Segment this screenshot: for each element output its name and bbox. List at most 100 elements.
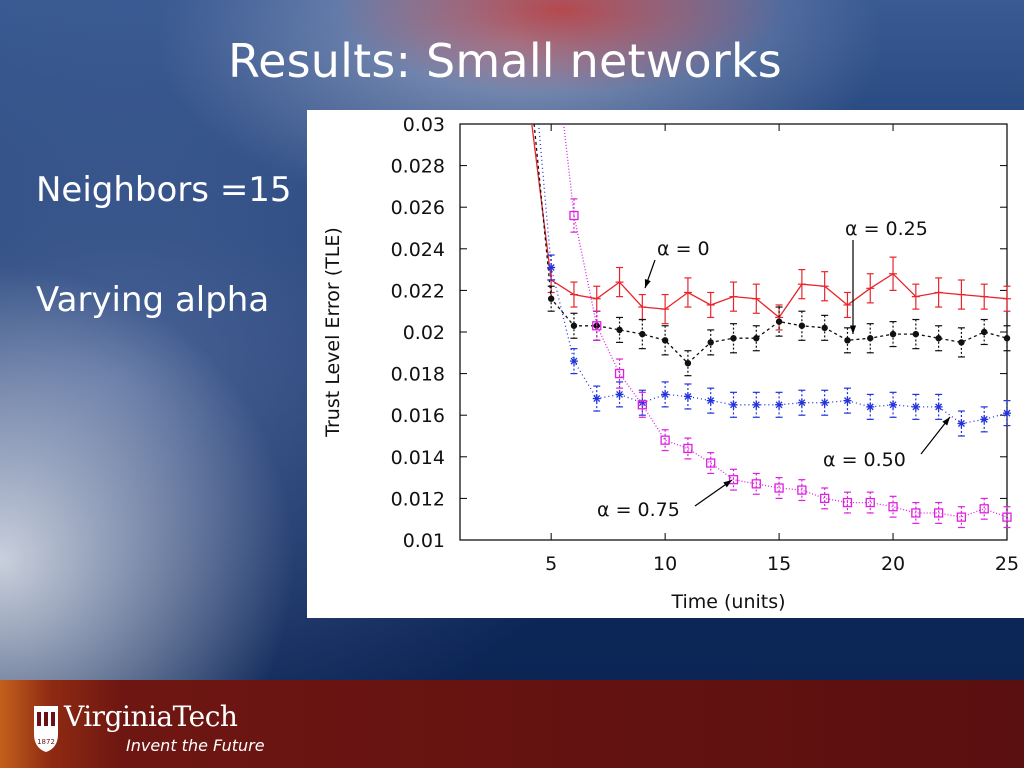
university-seal-icon: 1872 — [34, 706, 58, 752]
bullet-varying-alpha: Varying alpha — [36, 280, 270, 320]
data-point-alpha-025 — [958, 339, 965, 346]
data-point-alpha-075 — [865, 497, 875, 508]
y-tick-label: 0.012 — [391, 488, 445, 510]
data-point-alpha-050 — [934, 402, 943, 411]
data-point-alpha-075 — [1002, 512, 1012, 522]
series-line-2 — [537, 124, 1007, 425]
data-point-alpha-075 — [637, 400, 647, 410]
y-tick-label: 0.018 — [391, 364, 445, 386]
data-point-alpha-050 — [911, 402, 920, 411]
annotation-alpha-025: α = 0.25 — [845, 218, 928, 240]
brand-tagline: Invent the Future — [126, 736, 265, 755]
slide-title: Results: Small networks — [228, 34, 782, 88]
annotation-alpha-0: α = 0 — [657, 238, 710, 260]
series-line-3 — [563, 124, 1007, 518]
data-point-alpha-025 — [707, 339, 714, 346]
data-point-alpha-025 — [889, 330, 897, 338]
data-point-alpha-025 — [912, 330, 920, 338]
data-point-alpha-025 — [547, 295, 555, 302]
annotation-alpha-075: α = 0.75 — [597, 499, 680, 521]
data-point-alpha-050 — [752, 400, 761, 409]
data-point-alpha-025 — [639, 330, 646, 338]
series-line-0 — [531, 124, 1007, 319]
data-point-alpha-050 — [683, 392, 692, 401]
data-point-alpha-075 — [706, 458, 716, 468]
data-point-alpha-050 — [615, 390, 624, 399]
data-point-alpha-025 — [821, 324, 828, 332]
data-point-alpha-050 — [843, 396, 852, 405]
footer-bar — [0, 680, 1024, 768]
y-tick-label: 0.016 — [391, 405, 445, 427]
y-tick-label: 0.022 — [391, 280, 445, 302]
data-point-alpha-075 — [592, 321, 602, 331]
x-tick-label: 20 — [881, 553, 905, 575]
data-point-alpha-075 — [728, 475, 739, 485]
seal-year: 1872 — [37, 738, 55, 746]
data-point-alpha-050 — [889, 400, 898, 409]
data-point-alpha-050 — [661, 390, 670, 399]
annotation-arrow-alpha-025-head — [849, 325, 857, 334]
data-point-alpha-050 — [980, 415, 989, 424]
x-tick-label: 10 — [653, 553, 677, 575]
data-point-alpha-025 — [570, 322, 578, 329]
y-tick-label: 0.03 — [403, 114, 445, 136]
data-point-alpha-025 — [730, 335, 737, 342]
data-point-alpha-025 — [661, 337, 669, 344]
y-tick-label: 0.028 — [391, 156, 445, 178]
series-line-1 — [533, 124, 1007, 365]
data-point-alpha-075 — [820, 493, 830, 504]
brand-name: VirginiaTech — [64, 700, 238, 733]
y-axis-label: Trust Level Error (TLE) — [322, 227, 344, 438]
data-point-alpha-075 — [888, 502, 898, 512]
data-point-alpha-050 — [957, 419, 966, 428]
data-point-alpha-075 — [911, 508, 921, 518]
data-point-alpha-075 — [614, 368, 625, 379]
x-tick-label: 5 — [545, 553, 557, 575]
data-point-alpha-050 — [797, 398, 806, 407]
data-point-alpha-050 — [592, 394, 601, 403]
trust-level-error-chart: 0.01 0.012 0.014 0.016 0.018 0.02 0.022 0.024 0.… — [322, 114, 1019, 613]
x-tick-label: 15 — [767, 553, 791, 575]
x-axis-label: Time (units) — [670, 591, 785, 613]
annotation-alpha-050: α = 0.50 — [823, 449, 906, 471]
data-point-alpha-050 — [775, 400, 784, 409]
chart-panel: 0.01 0.012 0.014 0.016 0.018 0.02 0.022 0.024 0.… — [307, 110, 1024, 618]
data-point-alpha-075 — [683, 443, 693, 454]
data-point-alpha-075 — [774, 483, 784, 493]
data-point-alpha-025 — [867, 335, 874, 342]
data-point-alpha-050 — [706, 396, 715, 405]
annotation-arrow-alpha-050-head — [942, 417, 950, 426]
y-tick-label: 0.014 — [391, 447, 445, 469]
data-point-alpha-050 — [820, 398, 829, 407]
y-tick-label: 0.01 — [403, 530, 445, 552]
data-point-alpha-025 — [753, 335, 760, 342]
data-point-alpha-075 — [956, 512, 967, 522]
data-point-alpha-025 — [616, 326, 623, 334]
y-tick-label: 0.02 — [403, 322, 445, 344]
data-point-alpha-075 — [660, 435, 670, 445]
data-point-alpha-050 — [866, 402, 875, 411]
data-point-alpha-075 — [979, 504, 989, 514]
data-point-alpha-075 — [797, 485, 807, 495]
data-point-alpha-075 — [569, 210, 579, 221]
y-tick-label: 0.024 — [391, 239, 445, 261]
data-point-alpha-025 — [1003, 335, 1011, 342]
annotation-arrow-alpha-0-head — [644, 279, 651, 288]
data-point-alpha-025 — [684, 360, 692, 367]
bullet-neighbors: Neighbors =15 — [36, 170, 292, 210]
data-point-alpha-025 — [798, 322, 806, 329]
data-point-alpha-025 — [775, 318, 783, 325]
x-tick-label: 25 — [995, 553, 1019, 575]
data-point-alpha-075 — [751, 479, 761, 489]
data-point-alpha-025 — [844, 337, 851, 344]
data-point-alpha-025 — [981, 328, 988, 336]
data-point-alpha-050 — [569, 357, 578, 366]
data-point-alpha-075 — [842, 497, 853, 508]
data-point-alpha-050 — [729, 400, 738, 409]
data-point-alpha-025 — [935, 335, 942, 342]
data-point-alpha-050 — [547, 263, 556, 272]
annotation-arrow-alpha-075-head — [723, 480, 732, 488]
data-point-alpha-075 — [933, 508, 944, 518]
data-point-alpha-050 — [1003, 409, 1011, 418]
y-tick-label: 0.026 — [391, 197, 445, 219]
